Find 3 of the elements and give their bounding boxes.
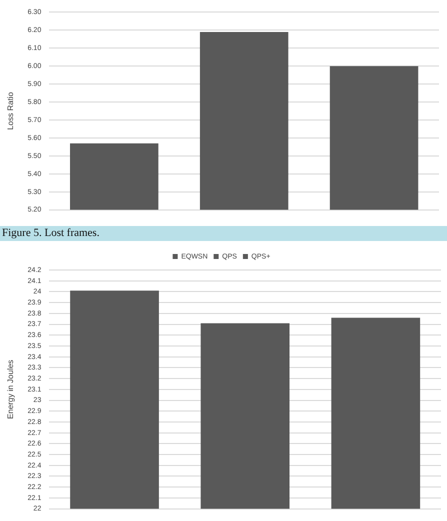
y-axis-title: Energy in Joules: [6, 360, 16, 419]
y-axis-title: Loss Ratio: [6, 92, 16, 130]
caption: Figure 5. Lost frames.: [0, 226, 447, 241]
